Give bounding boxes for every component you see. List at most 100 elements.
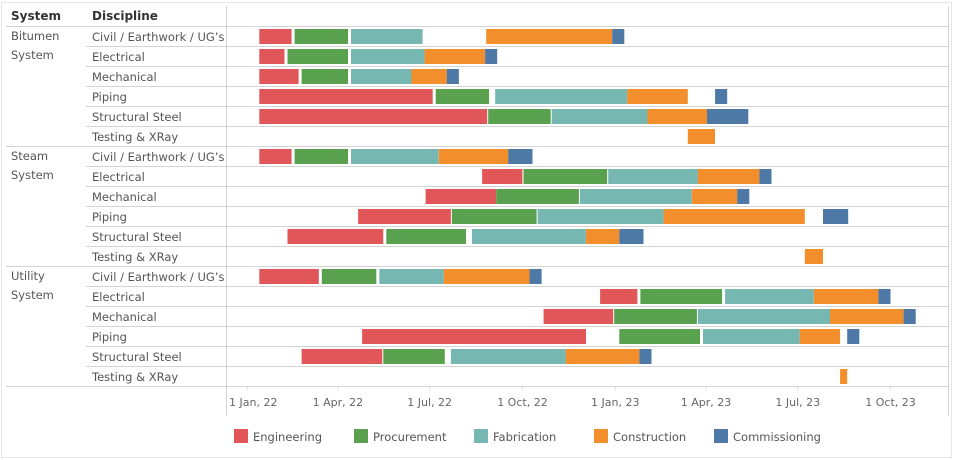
gantt-bar-engineering[interactable] — [362, 329, 586, 344]
system-divider — [6, 146, 949, 147]
gantt-bar-commissioning[interactable] — [707, 109, 749, 124]
discipline-label: Mechanical — [92, 310, 157, 324]
gantt-bar-engineering[interactable] — [301, 349, 383, 364]
gantt-bar-fabrication[interactable] — [351, 29, 423, 44]
gantt-bar-construction[interactable] — [691, 189, 738, 204]
gantt-bar-engineering[interactable] — [482, 169, 523, 184]
gantt-bar-procurement[interactable] — [488, 109, 551, 124]
gantt-bar-construction[interactable] — [411, 69, 447, 84]
gantt-bar-commissioning[interactable] — [612, 29, 625, 44]
row-divider — [86, 246, 949, 247]
row-divider — [86, 106, 949, 107]
gantt-bar-commissioning[interactable] — [446, 69, 459, 84]
gantt-bar-procurement[interactable] — [386, 229, 466, 244]
gantt-bar-fabrication[interactable] — [608, 169, 698, 184]
gantt-bar-fabrication[interactable] — [703, 329, 800, 344]
legend-swatch — [594, 429, 608, 443]
gantt-bar-procurement[interactable] — [435, 89, 490, 104]
gantt-bar-engineering[interactable] — [358, 209, 451, 224]
gantt-bar-procurement[interactable] — [640, 289, 723, 304]
gantt-bar-engineering[interactable] — [543, 309, 614, 324]
gantt-bar-fabrication[interactable] — [472, 229, 586, 244]
gantt-bar-procurement[interactable] — [383, 349, 445, 364]
gantt-bar-construction[interactable] — [663, 209, 805, 224]
gantt-bar-commissioning[interactable] — [823, 209, 849, 224]
gantt-bar-construction[interactable] — [565, 349, 640, 364]
gantt-bar-commissioning[interactable] — [737, 189, 750, 204]
gantt-bar-fabrication[interactable] — [551, 109, 648, 124]
gantt-bar-procurement[interactable] — [614, 309, 697, 324]
row-divider — [86, 166, 949, 167]
gantt-bar-construction[interactable] — [687, 129, 715, 144]
row-divider — [86, 346, 949, 347]
gantt-bar-construction[interactable] — [627, 89, 688, 104]
gantt-bar-procurement[interactable] — [294, 149, 348, 164]
x-tick-label: 1 Jul, 22 — [407, 396, 452, 409]
gantt-bar-fabrication[interactable] — [450, 349, 566, 364]
gantt-bar-fabrication[interactable] — [495, 89, 628, 104]
gantt-bar-fabrication[interactable] — [537, 209, 664, 224]
gantt-bar-engineering[interactable] — [600, 289, 638, 304]
gantt-bar-fabrication[interactable] — [351, 149, 439, 164]
gantt-bar-commissioning[interactable] — [715, 89, 728, 104]
x-tick-label: 1 Jan, 23 — [591, 396, 639, 409]
gantt-bar-commissioning[interactable] — [847, 329, 860, 344]
gantt-bar-fabrication[interactable] — [379, 269, 444, 284]
pane-divider — [226, 6, 227, 416]
row-divider — [86, 306, 949, 307]
gantt-bar-commissioning[interactable] — [508, 149, 533, 164]
gantt-bar-construction[interactable] — [813, 289, 879, 304]
row-divider — [86, 186, 949, 187]
gantt-bar-construction[interactable] — [804, 249, 823, 264]
gantt-bar-procurement[interactable] — [451, 209, 537, 224]
gantt-bar-procurement[interactable] — [294, 29, 348, 44]
gantt-bar-procurement[interactable] — [523, 169, 608, 184]
gantt-bar-fabrication[interactable] — [725, 289, 814, 304]
row-divider — [86, 366, 949, 367]
gantt-bar-construction[interactable] — [424, 49, 486, 64]
gantt-bar-commissioning[interactable] — [759, 169, 772, 184]
gantt-bar-procurement[interactable] — [496, 189, 579, 204]
system-label-line: Steam — [11, 149, 49, 163]
x-tick-label: 1 Oct, 22 — [497, 396, 548, 409]
gantt-bar-commissioning[interactable] — [903, 309, 916, 324]
gantt-bar-engineering[interactable] — [259, 109, 488, 124]
gantt-bar-engineering[interactable] — [259, 69, 299, 84]
gantt-bar-engineering[interactable] — [425, 189, 497, 204]
legend-swatch — [474, 429, 488, 443]
gantt-bar-commissioning[interactable] — [619, 229, 644, 244]
gantt-bar-construction[interactable] — [799, 329, 841, 344]
gantt-bar-engineering[interactable] — [259, 29, 292, 44]
gantt-bar-construction[interactable] — [486, 29, 613, 44]
gantt-bar-fabrication[interactable] — [697, 309, 830, 324]
gantt-bar-commissioning[interactable] — [878, 289, 891, 304]
gantt-bar-construction[interactable] — [840, 369, 848, 384]
gantt-bar-construction[interactable] — [647, 109, 708, 124]
gantt-bar-engineering[interactable] — [259, 89, 433, 104]
gantt-bar-procurement[interactable] — [321, 269, 377, 284]
gantt-bar-fabrication[interactable] — [351, 69, 412, 84]
system-divider — [6, 266, 949, 267]
gantt-bar-commissioning[interactable] — [529, 269, 542, 284]
system-label-line: Utility — [11, 269, 45, 283]
discipline-column-header: Discipline — [92, 9, 158, 23]
gantt-bar-engineering[interactable] — [287, 229, 384, 244]
gantt-bar-commissioning[interactable] — [639, 349, 652, 364]
gantt-bar-procurement[interactable] — [619, 329, 700, 344]
gantt-bar-engineering[interactable] — [259, 149, 292, 164]
gantt-bar-engineering[interactable] — [259, 49, 285, 64]
gantt-bar-construction[interactable] — [830, 309, 904, 324]
gantt-bar-construction[interactable] — [443, 269, 530, 284]
x-tick-label: 1 Apr, 22 — [313, 396, 364, 409]
legend-label: Commissioning — [733, 430, 821, 444]
x-tick-label: 1 Apr, 23 — [681, 396, 732, 409]
gantt-bar-procurement[interactable] — [287, 49, 349, 64]
gantt-bar-fabrication[interactable] — [351, 49, 425, 64]
gantt-bar-fabrication[interactable] — [579, 189, 692, 204]
gantt-bar-construction[interactable] — [697, 169, 760, 184]
gantt-bar-construction[interactable] — [438, 149, 509, 164]
gantt-bar-construction[interactable] — [586, 229, 620, 244]
gantt-bar-engineering[interactable] — [259, 269, 319, 284]
gantt-bar-commissioning[interactable] — [485, 49, 498, 64]
gantt-bar-procurement[interactable] — [301, 69, 348, 84]
